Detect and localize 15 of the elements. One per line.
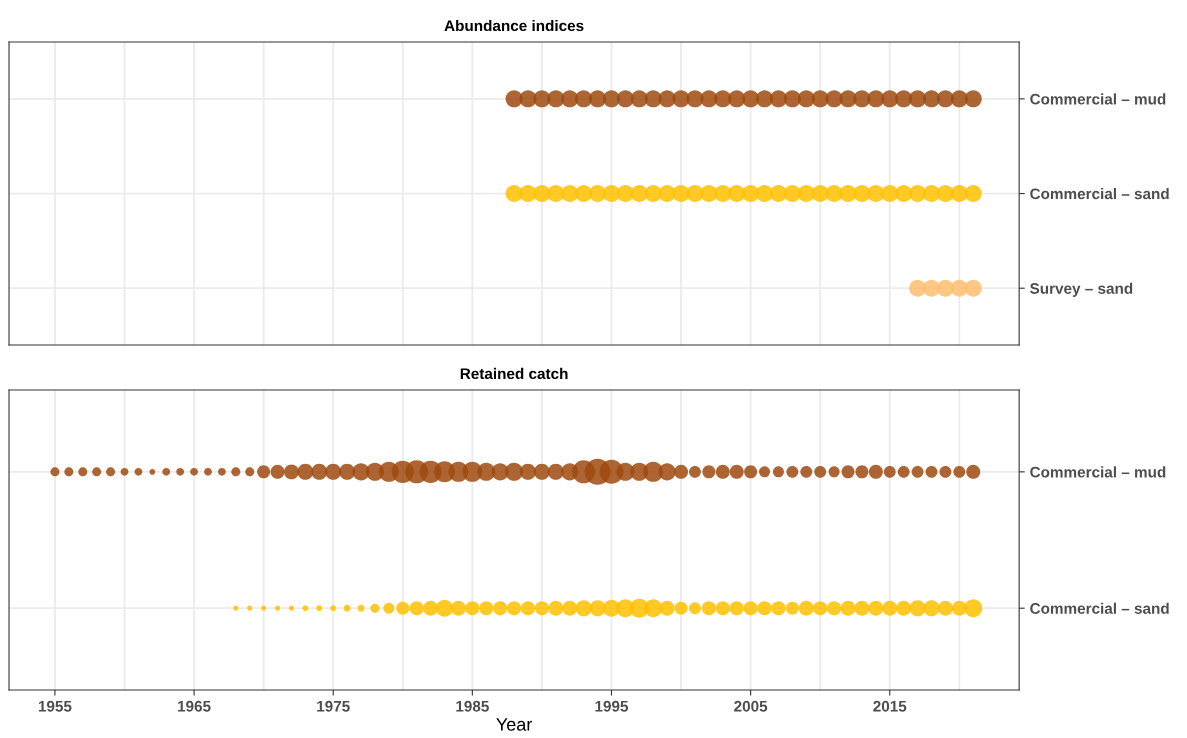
x-tick-label: 2005 [734,700,768,712]
y-tick-label: Survey – sand [1030,282,1133,297]
x-tick-label: 1965 [178,700,211,712]
x-axis-title: Year [496,718,533,731]
x-tick-label: 1975 [317,700,350,712]
y-tick-label: Commercial – mud [1030,466,1166,478]
y-tick-label: Commercial – mud [1030,93,1166,105]
x-tick-label: 1985 [456,700,489,712]
x-tick-label: 1955 [38,700,72,712]
y-tick-label: Commercial – sand [1030,602,1169,614]
x-tick-label: 1995 [595,700,629,712]
y-tick-label: Commercial – sand [1030,188,1169,200]
chart-title: Retained catch [460,367,568,380]
x-tick-label: 2015 [873,700,907,712]
chart-title: Abundance indices [444,19,584,32]
